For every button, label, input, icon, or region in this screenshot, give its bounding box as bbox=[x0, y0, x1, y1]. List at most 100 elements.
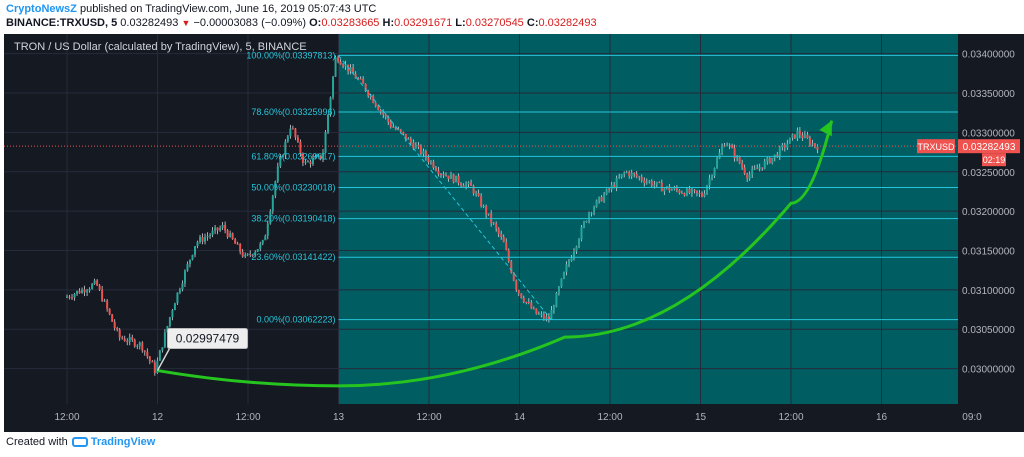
candle-body bbox=[229, 233, 232, 238]
candle-body bbox=[392, 126, 395, 128]
price-chart[interactable]: TRON / US Dollar (calculated by TradingV… bbox=[0, 32, 1024, 432]
candle-body bbox=[648, 181, 651, 183]
candle-body bbox=[231, 233, 234, 240]
author-link[interactable]: CryptoNewsZ bbox=[6, 3, 77, 15]
candle-body bbox=[487, 213, 490, 215]
candle-body bbox=[349, 67, 352, 72]
candle-body bbox=[128, 337, 131, 342]
candle-body bbox=[188, 259, 191, 264]
candle-body bbox=[470, 182, 473, 186]
candle-body bbox=[362, 78, 365, 84]
candle-body bbox=[472, 185, 475, 194]
candle-body bbox=[121, 337, 124, 339]
y-tick-label: 0.03150000 bbox=[962, 246, 1015, 257]
candle-body bbox=[163, 332, 166, 348]
candle-body bbox=[68, 296, 71, 298]
candle-body bbox=[500, 233, 503, 237]
candle-body bbox=[786, 143, 789, 148]
time-scale-background bbox=[4, 404, 1024, 432]
candle-body bbox=[718, 152, 721, 159]
y-tick-label: 0.03200000 bbox=[962, 207, 1015, 218]
candle-body bbox=[738, 156, 741, 164]
candle-body bbox=[663, 188, 666, 192]
candle-body bbox=[407, 138, 410, 140]
candle-body bbox=[560, 278, 563, 288]
countdown-tag bbox=[982, 153, 1006, 167]
candle-body bbox=[93, 280, 96, 285]
candle-body bbox=[211, 230, 214, 235]
candle-body bbox=[545, 316, 548, 319]
candle-body bbox=[389, 121, 392, 127]
candle-body bbox=[590, 212, 593, 214]
candle-body bbox=[354, 73, 357, 79]
candle-body bbox=[796, 130, 799, 139]
candle-body bbox=[467, 182, 470, 185]
candle-body bbox=[143, 350, 146, 352]
candle-body bbox=[339, 61, 342, 65]
candle-body bbox=[369, 95, 372, 97]
candle-body bbox=[161, 347, 164, 351]
candle-body bbox=[813, 143, 816, 147]
candle-body bbox=[138, 342, 141, 346]
candle-body bbox=[76, 290, 79, 294]
candle-body bbox=[382, 111, 385, 115]
candle-body bbox=[216, 227, 219, 231]
candle-body bbox=[746, 173, 749, 179]
candle-body bbox=[460, 183, 463, 186]
candle-body bbox=[788, 137, 791, 144]
candle-body bbox=[731, 145, 734, 149]
candle-body bbox=[635, 174, 638, 177]
candle-body bbox=[675, 187, 678, 191]
candle-body bbox=[525, 301, 528, 303]
symbol-tag bbox=[917, 139, 955, 154]
candle-body bbox=[670, 189, 673, 191]
footer: Created with TradingView bbox=[6, 436, 155, 448]
candle-body bbox=[522, 298, 525, 302]
annotation-box bbox=[167, 328, 248, 350]
candle-body bbox=[803, 134, 806, 138]
candle-body bbox=[126, 341, 129, 343]
candle-body bbox=[492, 222, 495, 224]
candle-body bbox=[547, 316, 550, 320]
candle-body bbox=[645, 181, 648, 184]
candle-body bbox=[204, 237, 207, 242]
tradingview-brand[interactable]: TradingView bbox=[71, 436, 155, 448]
candle-body bbox=[748, 174, 751, 179]
high-label: H: bbox=[382, 17, 395, 29]
candle-body bbox=[246, 253, 249, 255]
candle-body bbox=[450, 174, 453, 179]
candle-body bbox=[633, 172, 636, 175]
candle-body bbox=[578, 239, 581, 247]
open-label: O: bbox=[309, 17, 322, 29]
candle-body bbox=[808, 138, 811, 145]
candle-body bbox=[477, 193, 480, 196]
candle-body bbox=[768, 157, 771, 164]
candle-body bbox=[485, 205, 488, 215]
candle-body bbox=[256, 249, 259, 252]
candle-body bbox=[397, 129, 400, 131]
candle-body bbox=[181, 283, 184, 290]
candle-body bbox=[643, 180, 646, 184]
candle-body bbox=[239, 243, 242, 252]
candle-body bbox=[613, 184, 616, 188]
candle-body bbox=[241, 251, 244, 257]
candle-body bbox=[693, 189, 696, 191]
candle-body bbox=[603, 194, 606, 202]
fib-level-label: 0.00%(0.03062223) bbox=[256, 315, 335, 325]
candle-body bbox=[741, 163, 744, 168]
candle-body bbox=[600, 196, 603, 202]
candle-body bbox=[294, 128, 297, 138]
candle-body bbox=[527, 301, 530, 303]
last-price: 0.03282493 bbox=[120, 17, 179, 29]
candle-body bbox=[377, 106, 380, 111]
close-value: 0.03282493 bbox=[538, 17, 597, 29]
candle-body bbox=[88, 288, 91, 291]
candle-body bbox=[111, 314, 114, 322]
candle-body bbox=[638, 176, 641, 178]
candle-body bbox=[279, 157, 282, 167]
candle-body bbox=[801, 135, 804, 138]
fib-level-label: 50.00%(0.03230018) bbox=[251, 182, 335, 192]
candle-body bbox=[394, 127, 397, 130]
candle-body bbox=[771, 157, 774, 164]
candle-body bbox=[542, 314, 545, 319]
